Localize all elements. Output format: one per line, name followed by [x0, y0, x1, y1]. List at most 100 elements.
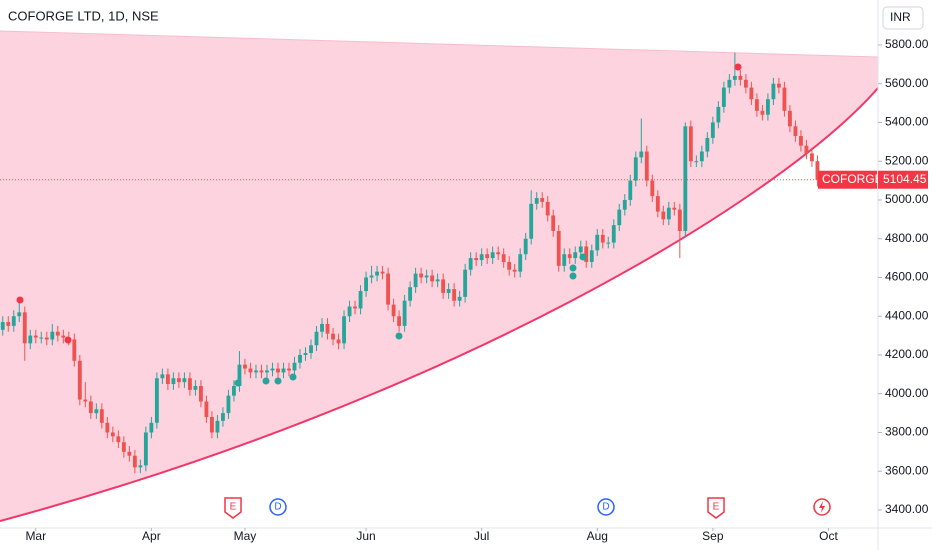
- event-split[interactable]: [813, 498, 831, 516]
- candle-body: [721, 87, 726, 107]
- candle-body: [259, 370, 264, 373]
- candle-body: [99, 409, 104, 423]
- candle-body: [771, 83, 776, 100]
- candle-body: [457, 296, 462, 301]
- candle-body: [754, 99, 759, 111]
- candle-body: [408, 287, 413, 301]
- candle-body: [292, 362, 297, 371]
- y-tick-label: 5400.00: [885, 115, 929, 129]
- x-tick-label: Jul: [474, 529, 489, 543]
- y-tick-label: 4800.00: [885, 231, 929, 245]
- candle-body: [380, 271, 385, 274]
- y-tick-label: 3800.00: [885, 425, 929, 439]
- candle-body: [490, 252, 495, 259]
- candle-body: [72, 339, 77, 361]
- candle-body: [149, 422, 154, 433]
- split-dot: [64, 336, 72, 344]
- candle-body: [171, 378, 176, 385]
- channel-curve: [0, 87, 879, 522]
- y-tick-label: 5800.00: [885, 37, 929, 51]
- currency-label[interactable]: INR: [890, 10, 911, 24]
- candles: [0, 52, 820, 474]
- candle-body: [39, 337, 44, 339]
- candle-body: [760, 110, 765, 115]
- candle-body: [94, 409, 99, 414]
- candle-body: [799, 136, 803, 146]
- channel-top: [0, 30, 879, 58]
- x-tick-label: Mar: [25, 529, 46, 543]
- candle-body: [661, 211, 666, 220]
- candle-body: [287, 368, 291, 371]
- candle-body: [44, 337, 49, 340]
- candle-body: [815, 161, 820, 180]
- candle-body: [633, 157, 638, 181]
- candle-body: [430, 275, 435, 282]
- candle-body: [534, 198, 539, 204]
- candle-body: [793, 126, 798, 137]
- candle-body: [325, 323, 330, 334]
- candle-body: [479, 254, 484, 261]
- dot: [579, 253, 587, 261]
- event-earnings[interactable]: E: [224, 497, 242, 519]
- candle-body: [33, 335, 38, 338]
- candle-body: [441, 279, 446, 293]
- candle-body: [639, 151, 644, 158]
- candle-body: [28, 335, 33, 344]
- candle-body: [187, 378, 192, 390]
- candle-body: [699, 151, 704, 162]
- event-dividend[interactable]: D: [269, 498, 287, 516]
- dot: [234, 379, 242, 387]
- candle-body: [677, 209, 682, 231]
- candle-body: [606, 242, 611, 244]
- candle-body: [600, 234, 605, 243]
- event-dividend[interactable]: D: [597, 498, 615, 516]
- candle-body: [254, 370, 258, 373]
- candle-body: [347, 306, 352, 317]
- x-tick-label: Sep: [702, 529, 724, 543]
- candle-body: [121, 442, 126, 452]
- split-dot: [16, 296, 24, 304]
- candle-body: [198, 385, 203, 402]
- candle-body: [622, 199, 627, 210]
- channel-area: [0, 31, 878, 521]
- candle-body: [435, 279, 440, 282]
- candle-body: [6, 322, 11, 326]
- currency-button[interactable]: [882, 6, 924, 30]
- candle-body: [540, 198, 545, 202]
- candle-body: [683, 126, 688, 231]
- candle-body: [617, 209, 622, 226]
- candle-body: [787, 110, 792, 127]
- candle-body: [567, 254, 572, 259]
- candle-body: [55, 331, 60, 336]
- candle-body: [276, 368, 280, 373]
- candle-body: [776, 83, 781, 88]
- event-label: E: [230, 502, 237, 513]
- dot: [274, 377, 282, 385]
- candle-body: [573, 252, 578, 259]
- candle-body: [0, 322, 5, 330]
- candle-body: [485, 254, 490, 259]
- candle-body: [303, 353, 308, 355]
- x-tick-label: Apr: [142, 529, 161, 543]
- candle-body: [138, 465, 143, 468]
- candle-body: [727, 79, 732, 88]
- dot: [289, 373, 297, 381]
- candle-body: [369, 275, 374, 278]
- candle-body: [154, 378, 159, 423]
- x-tick-label: Jun: [356, 529, 375, 543]
- candle-body: [501, 254, 506, 262]
- candle-body: [204, 401, 209, 417]
- dot: [569, 264, 577, 272]
- event-label: E: [713, 502, 720, 513]
- candle-body: [595, 234, 600, 251]
- candle-body: [529, 203, 534, 239]
- event-earnings[interactable]: E: [707, 497, 725, 519]
- candle-body: [176, 378, 181, 383]
- candle-body: [391, 304, 396, 317]
- y-tick-label: 4000.00: [885, 386, 929, 400]
- candle-body: [127, 451, 132, 456]
- candle-body: [232, 385, 236, 396]
- event-label: D: [602, 502, 609, 513]
- candle-body: [749, 87, 754, 100]
- candle-body: [248, 368, 253, 373]
